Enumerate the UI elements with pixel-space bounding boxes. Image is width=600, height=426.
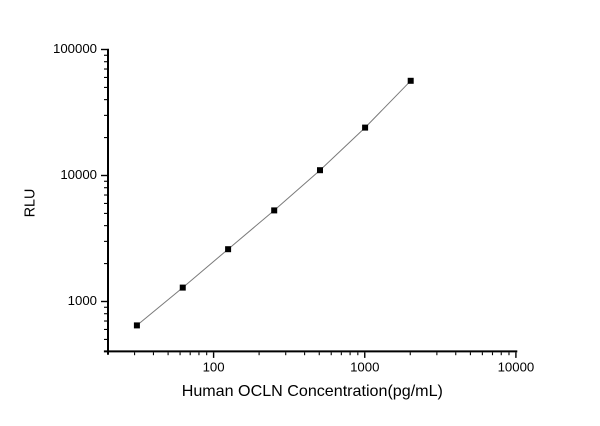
svg-text:Human OCLN Concentration(pg/mL: Human OCLN Concentration(pg/mL) xyxy=(182,382,443,400)
svg-text:100000: 100000 xyxy=(53,41,97,56)
svg-text:1000: 1000 xyxy=(350,360,379,375)
svg-text:100: 100 xyxy=(203,360,225,375)
svg-text:1000: 1000 xyxy=(68,293,97,308)
svg-text:RLU: RLU xyxy=(23,189,39,218)
svg-text:10000: 10000 xyxy=(60,167,97,182)
svg-text:10000: 10000 xyxy=(498,360,535,375)
